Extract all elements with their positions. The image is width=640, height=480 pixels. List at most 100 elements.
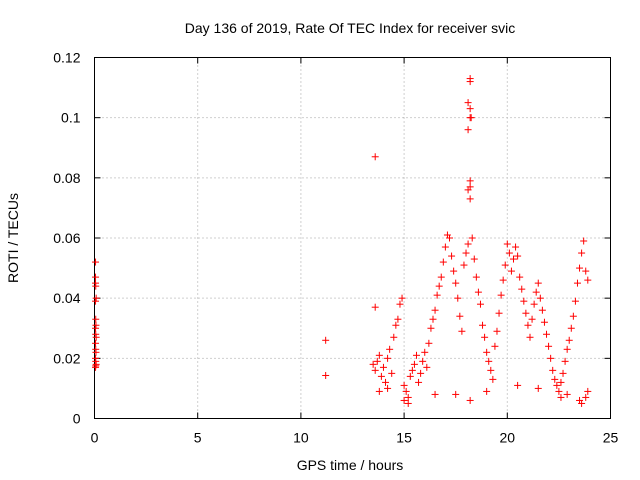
- data-point: [369, 360, 377, 368]
- grid-lines: [94, 57, 611, 419]
- data-point: [553, 381, 561, 389]
- data-point: [565, 336, 573, 344]
- data-point: [402, 387, 410, 395]
- data-point: [460, 261, 468, 269]
- data-point: [518, 285, 526, 293]
- data-point: [578, 249, 586, 257]
- data-point: [458, 327, 466, 335]
- data-point: [464, 126, 472, 134]
- data-point: [536, 294, 544, 302]
- x-tick-label: 10: [293, 430, 309, 446]
- data-points: [92, 75, 592, 407]
- data-point: [450, 267, 458, 275]
- data-point: [92, 294, 100, 302]
- data-point: [479, 321, 487, 329]
- data-point: [433, 291, 441, 299]
- data-point: [514, 381, 522, 389]
- data-point: [557, 393, 565, 401]
- data-point: [466, 396, 474, 404]
- data-point: [92, 362, 100, 370]
- data-point: [489, 375, 497, 383]
- data-point: [92, 348, 100, 356]
- data-point: [92, 273, 100, 281]
- data-point: [452, 390, 460, 398]
- data-point: [495, 309, 503, 317]
- data-point: [472, 273, 480, 281]
- data-point: [466, 177, 474, 185]
- data-point: [507, 267, 515, 275]
- data-point: [516, 273, 524, 281]
- data-point: [371, 303, 379, 311]
- data-point: [561, 357, 569, 365]
- data-point: [543, 330, 551, 338]
- x-tick-label: 5: [194, 430, 202, 446]
- data-point: [582, 393, 590, 401]
- data-point: [448, 252, 456, 260]
- data-point: [441, 243, 449, 251]
- data-point: [406, 372, 414, 380]
- x-tick-label: 0: [91, 430, 99, 446]
- data-point: [92, 297, 100, 305]
- data-point: [532, 288, 540, 296]
- data-point: [437, 273, 445, 281]
- data-point: [584, 276, 592, 284]
- data-point: [423, 363, 431, 371]
- data-point: [557, 378, 565, 386]
- data-point: [384, 354, 392, 362]
- data-point: [92, 315, 100, 323]
- data-point: [388, 369, 396, 377]
- data-point: [375, 351, 383, 359]
- data-point: [505, 249, 513, 257]
- data-point: [435, 282, 443, 290]
- data-point: [92, 324, 100, 332]
- y-axis-label: ROTI / TECUs: [5, 193, 21, 283]
- data-point: [580, 237, 588, 245]
- data-point: [530, 300, 538, 308]
- data-point: [582, 267, 590, 275]
- data-point: [559, 369, 567, 377]
- data-point: [569, 312, 577, 320]
- data-point: [425, 339, 433, 347]
- data-point: [431, 306, 439, 314]
- data-point: [456, 312, 464, 320]
- data-point: [578, 399, 586, 407]
- data-point: [390, 333, 398, 341]
- x-axis-label: GPS time / hours: [297, 457, 404, 473]
- y-tick-label: 0.02: [53, 350, 80, 366]
- data-point: [534, 279, 542, 287]
- data-point: [452, 279, 460, 287]
- data-point: [573, 279, 581, 287]
- data-point: [464, 99, 472, 107]
- data-point: [524, 321, 532, 329]
- data-point: [439, 258, 447, 266]
- data-point: [400, 381, 408, 389]
- data-point: [377, 372, 385, 380]
- data-point: [404, 393, 412, 401]
- data-point: [417, 369, 425, 377]
- data-point: [466, 105, 474, 113]
- data-point: [563, 345, 571, 353]
- y-tick-label: 0: [73, 411, 81, 427]
- data-point: [514, 252, 522, 260]
- data-point: [92, 339, 100, 347]
- data-point: [415, 378, 423, 386]
- data-point: [92, 333, 100, 341]
- data-point: [467, 114, 475, 122]
- data-point: [522, 309, 530, 317]
- y-tick-label: 0.04: [53, 290, 80, 306]
- data-point: [584, 387, 592, 395]
- data-point: [576, 264, 584, 272]
- data-point: [512, 243, 520, 251]
- data-point: [538, 306, 546, 314]
- data-point: [412, 351, 420, 359]
- data-point: [470, 255, 478, 263]
- data-point: [466, 78, 474, 86]
- data-point: [483, 348, 491, 356]
- data-point: [487, 366, 495, 374]
- data-point: [497, 291, 505, 299]
- data-point: [384, 384, 392, 392]
- data-point: [394, 315, 402, 323]
- data-point: [410, 360, 418, 368]
- data-point: [464, 186, 472, 194]
